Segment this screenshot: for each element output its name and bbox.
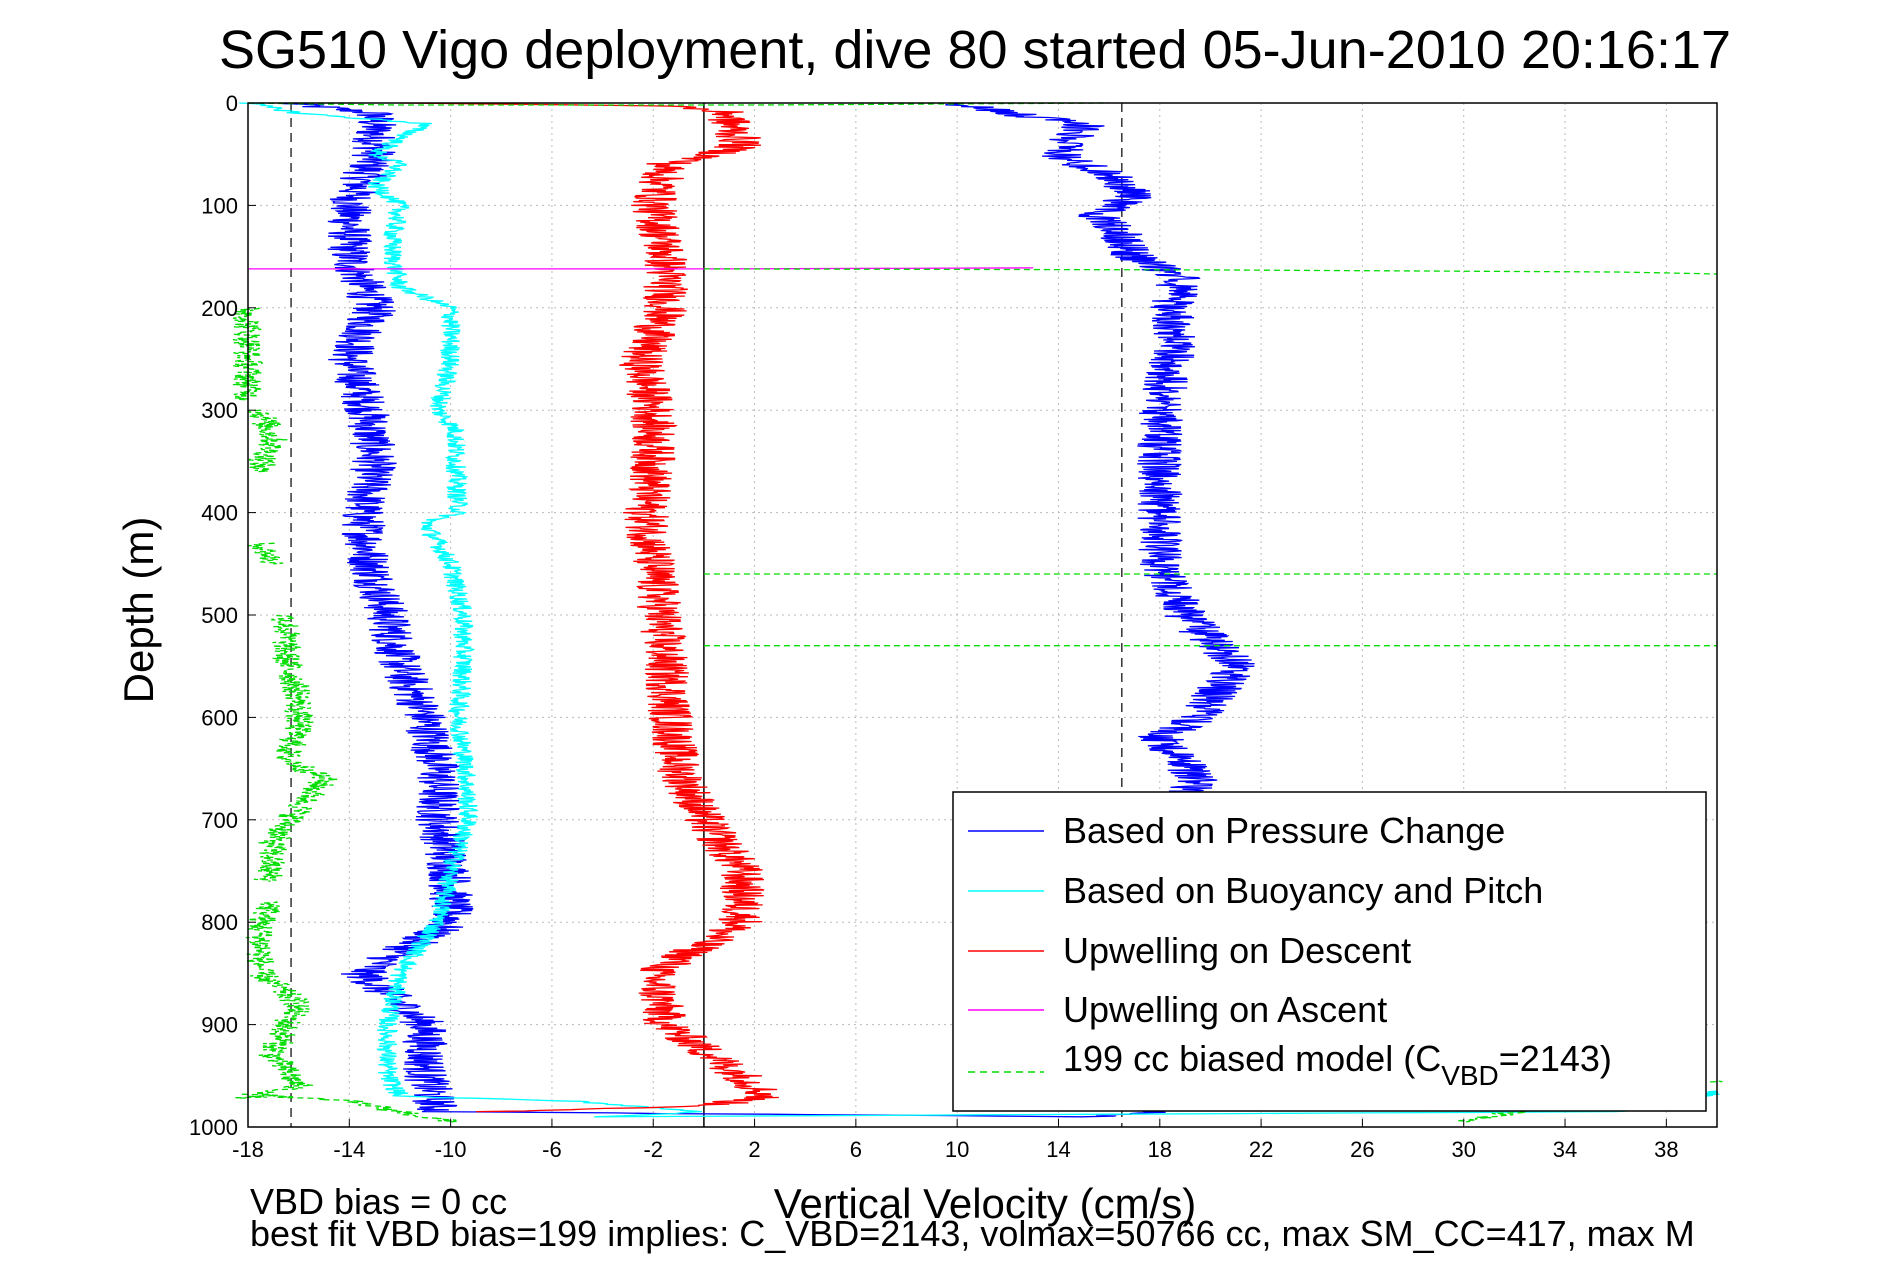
chart-title: SG510 Vigo deployment, dive 80 started 0… <box>219 20 1731 80</box>
y-tick-label-10: 1000 <box>189 1115 238 1140</box>
x-tick-label-13: 34 <box>1553 1137 1577 1162</box>
x-axis-ticks: -18 -14 -10 -6 -2 2 6 10 14 18 22 26 30 34 38 <box>232 1119 1679 1162</box>
legend: Based on Pressure Change Based on Buoyan… <box>952 791 1707 1112</box>
legend-label-model-main: 199 cc biased model (C <box>1063 1038 1441 1079</box>
legend-label-buoyancy: Based on Buoyancy and Pitch <box>1063 870 1543 911</box>
x-tick-label-2: -10 <box>435 1137 467 1162</box>
x-tick-label-4: -2 <box>643 1137 663 1162</box>
x-tick-label-3: -6 <box>542 1137 562 1162</box>
series-based-on-pressure-change <box>282 102 1255 1118</box>
x-tick-label-1: -14 <box>333 1137 365 1162</box>
series-199-cc-biased-model-segment-6 <box>247 542 284 565</box>
x-tick-label-11: 26 <box>1350 1137 1374 1162</box>
x-tick-label-6: 6 <box>850 1137 862 1162</box>
y-tick-label-4: 400 <box>201 501 238 526</box>
legend-label-descent: Upwelling on Descent <box>1063 930 1411 971</box>
series-199-cc-biased-model-segment-4 <box>232 307 264 401</box>
legend-label-ascent: Upwelling on Ascent <box>1063 989 1387 1030</box>
x-tick-label-9: 18 <box>1148 1137 1172 1162</box>
x-axis-label: Vertical Velocity (cm/s) <box>774 1180 1196 1227</box>
series-based-on-buoyancy-and-pitch <box>239 102 1720 1118</box>
y-tick-label-6: 600 <box>201 705 238 730</box>
x-tick-label-10: 22 <box>1249 1137 1273 1162</box>
x-tick-label-0: -18 <box>232 1137 264 1162</box>
series-199-cc-biased-model-segment-9 <box>241 1093 457 1123</box>
series-199-cc-biased-model-segment-5 <box>247 409 288 473</box>
x-tick-label-5: 2 <box>748 1137 760 1162</box>
y-tick-label-8: 800 <box>201 910 238 935</box>
x-tick-label-14: 38 <box>1654 1137 1678 1162</box>
series-199-cc-biased-model-segment-7 <box>253 614 338 882</box>
series-199-cc-biased-model-segment-0 <box>247 102 1110 106</box>
y-tick-label-9: 900 <box>201 1013 238 1038</box>
vbd-bias-note: VBD bias = 0 cc <box>250 1181 507 1222</box>
x-tick-label-12: 30 <box>1451 1137 1475 1162</box>
legend-label-model: 199 cc biased model (CVBD=2143) <box>1063 1038 1612 1091</box>
y-tick-label-0: 0 <box>226 91 238 116</box>
legend-label-model-tail: =2143) <box>1499 1038 1612 1079</box>
series-199-cc-biased-model-segment-8 <box>235 901 314 1099</box>
legend-box <box>952 791 1707 1112</box>
x-tick-label-7: 10 <box>945 1137 969 1162</box>
y-tick-label-1: 100 <box>201 193 238 218</box>
y-tick-label-3: 300 <box>201 398 238 423</box>
y-tick-label-7: 700 <box>201 808 238 833</box>
best-fit-note: best fit VBD bias=199 implies: C_VBD=214… <box>250 1213 1695 1254</box>
series-upwelling-on-descent <box>399 102 779 1113</box>
legend-label-pressure: Based on Pressure Change <box>1063 810 1505 851</box>
y-axis-label: Depth (m) <box>115 517 162 704</box>
x-tick-label-8: 14 <box>1046 1137 1070 1162</box>
y-axis-ticks: 0 100 200 300 400 500 600 700 800 900 1000 <box>189 91 256 1140</box>
reference-lines <box>290 103 1123 1127</box>
y-tick-label-2: 200 <box>201 296 238 321</box>
legend-label-model-sub: VBD <box>1441 1060 1499 1091</box>
y-tick-label-5: 500 <box>201 603 238 628</box>
